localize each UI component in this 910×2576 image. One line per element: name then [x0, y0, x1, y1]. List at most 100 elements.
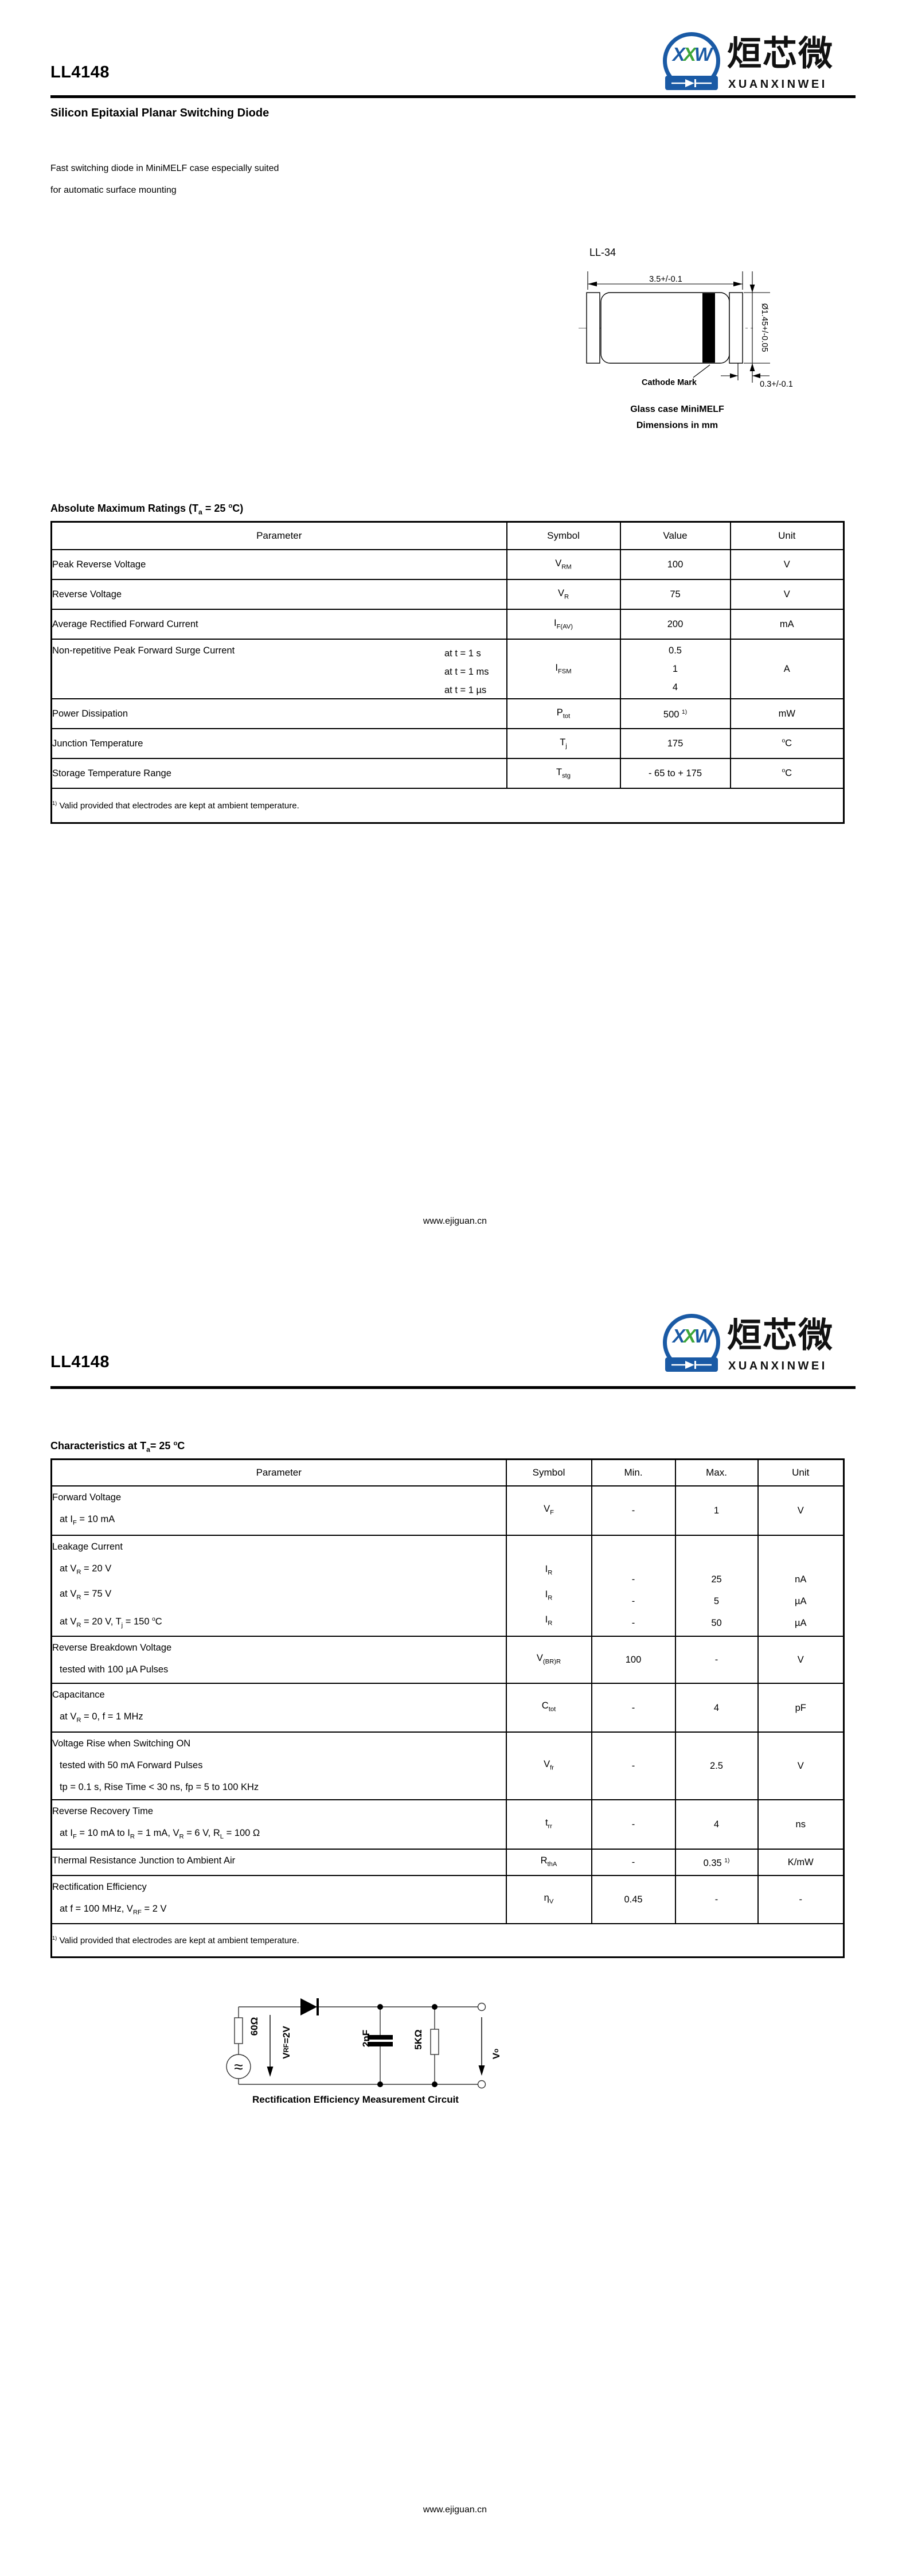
- logo-letter: X: [672, 1325, 685, 1347]
- load-resistor-symbol: [430, 2029, 439, 2055]
- footnote: 1) Valid provided that electrodes are ke…: [50, 1923, 845, 1958]
- footnote-row: 1) Valid provided that electrodes are ke…: [50, 788, 845, 823]
- value: -: [631, 1819, 635, 1830]
- logo-letter: W: [694, 1325, 712, 1347]
- value: Vfr: [544, 1758, 554, 1771]
- unit-cell: nA µA µA: [757, 1534, 845, 1637]
- header-rule: [50, 95, 856, 98]
- parameter-cell: Average Rectified Forward Current: [50, 609, 507, 640]
- value: 4: [713, 1819, 720, 1830]
- value: IR: [545, 1589, 553, 1602]
- parameter-cell: Peak Reverse Voltage: [50, 549, 507, 580]
- dimension-arrows: [588, 281, 760, 379]
- min-cell: -: [591, 1799, 676, 1850]
- symbol-cell: V(BR)R: [505, 1636, 592, 1684]
- condition: at VR = 0, f = 1 MHz: [60, 1711, 143, 1724]
- value: 25: [711, 1574, 722, 1585]
- value: IR: [545, 1563, 553, 1576]
- description-line: for automatic surface mounting: [50, 185, 177, 195]
- parameter-cell: Leakage Current at VR = 20 V at VR = 75 V a…: [50, 1534, 507, 1637]
- table-header-row: Parameter Symbol Value Unit: [50, 521, 845, 550]
- max-cell: -: [674, 1874, 759, 1925]
- circuit-caption: Rectification Efficiency Measurement Cir…: [252, 2094, 459, 2105]
- value: 0.5: [669, 645, 682, 656]
- value: -: [631, 1760, 635, 1771]
- value: -: [631, 1574, 635, 1585]
- parameter-name: Leakage Current: [52, 1542, 123, 1552]
- circuit-wires: [238, 2006, 482, 2085]
- parameter-name: Non-repetitive Peak Forward Surge Curren…: [52, 645, 235, 656]
- table-row: Non-repetitive Peak Forward Surge Curren…: [50, 639, 845, 699]
- parameter-cell: Voltage Rise when Switching ON tested wit…: [50, 1731, 507, 1800]
- symbol-cell: Tstg: [506, 758, 621, 789]
- logo-en-text: XUANXINWEI: [728, 78, 827, 91]
- value-cell: 200: [619, 609, 731, 640]
- value: 2.5: [710, 1760, 723, 1771]
- value-cell: 75: [619, 579, 731, 610]
- value: 4: [713, 1702, 720, 1713]
- max-cell: 2.5: [674, 1731, 759, 1800]
- table-row: Forward Voltage at IF = 10 mA VF - 1 V: [50, 1485, 845, 1536]
- symbol-cell: VF: [505, 1485, 592, 1536]
- parameter-cell: Storage Temperature Range: [50, 758, 507, 789]
- logo-letter: X: [672, 44, 685, 65]
- symbol-cell: RthA: [505, 1848, 592, 1876]
- condition: tested with 50 mA Forward Pulses: [60, 1760, 203, 1770]
- value: V: [797, 1505, 804, 1516]
- logo-letter: X: [683, 44, 696, 65]
- brand-logo: XXW 烜芯微 XUANXINWEI: [659, 30, 866, 98]
- abs-max-ratings-title: Absolute Maximum Ratings (Ta = 25 oC): [50, 503, 244, 516]
- footer-url: www.ejiguan.cn: [423, 1216, 487, 1226]
- brand-logo: XXW 烜芯微 XUANXINWEI: [659, 1312, 866, 1379]
- symbol-cell: Ctot: [505, 1683, 592, 1733]
- footnote-row: 1) Valid provided that electrodes are ke…: [50, 1923, 845, 1958]
- value: -: [631, 1505, 635, 1516]
- logo-letter: W: [694, 44, 712, 65]
- parameter-name: Power Dissipation: [52, 708, 128, 719]
- symbol-cell: Tj: [506, 728, 621, 759]
- unit-cell: A: [729, 639, 845, 699]
- page-title: LL4148: [50, 63, 110, 81]
- load-resistor-label: 5KΩ: [413, 2029, 424, 2050]
- length-dimension: 3.5+/-0.1: [649, 275, 682, 284]
- table-row: Rectification Efficiency at f = 100 MHz, …: [50, 1874, 845, 1925]
- column-header: Max.: [674, 1458, 759, 1487]
- parameter-name: Junction Temperature: [52, 738, 143, 749]
- value: VF: [544, 1503, 554, 1516]
- value: 50: [711, 1618, 722, 1629]
- min-cell: -: [591, 1848, 676, 1876]
- parameter-cell: Thermal Resistance Junction to Ambient A…: [50, 1848, 507, 1876]
- value: 0.45: [624, 1894, 643, 1905]
- logo-en-text: XUANXINWEI: [728, 1360, 827, 1372]
- value: 75: [670, 589, 681, 600]
- table-row: Reverse Recovery Time at IF = 10 mA to IR…: [50, 1799, 845, 1850]
- condition: at t = 1 s: [444, 648, 481, 659]
- parameter-cell: Reverse Breakdown Voltage tested with 100…: [50, 1636, 507, 1684]
- value: trr: [545, 1817, 553, 1830]
- unit-cell: mA: [729, 609, 845, 640]
- unit-cell: V: [729, 549, 845, 580]
- value: µA: [794, 1618, 807, 1629]
- max-cell: 25 5 50: [674, 1534, 759, 1637]
- characteristics-table: Parameter Symbol Min. Max. Unit Forward …: [50, 1458, 845, 1958]
- parameter-name: Voltage Rise when Switching ON: [52, 1738, 191, 1749]
- parameter-name: Thermal Resistance Junction to Ambient A…: [52, 1855, 236, 1866]
- condition: at IF = 10 mA to IR = 1 mA, VR = 6 V, RL…: [60, 1827, 260, 1840]
- value: 200: [667, 619, 684, 629]
- parameter-cell: Reverse Voltage: [50, 579, 507, 610]
- logo-diode-band: [665, 76, 718, 90]
- unit-cell: -: [757, 1874, 845, 1925]
- measurement-circuit-diagram: ≈: [226, 1998, 486, 2089]
- symbol-cell: IFSM: [506, 639, 621, 699]
- min-cell: 0.45: [591, 1874, 676, 1925]
- max-cell: 4: [674, 1683, 759, 1733]
- unit-cell: mW: [729, 698, 845, 729]
- package-name: LL-34: [589, 247, 616, 258]
- logo-cn-text: 烜芯微: [727, 34, 834, 73]
- unit-cell: V: [757, 1731, 845, 1800]
- value: 100: [667, 559, 684, 570]
- value-cell: 500 1): [619, 698, 731, 729]
- symbol-cell: trr: [505, 1799, 592, 1850]
